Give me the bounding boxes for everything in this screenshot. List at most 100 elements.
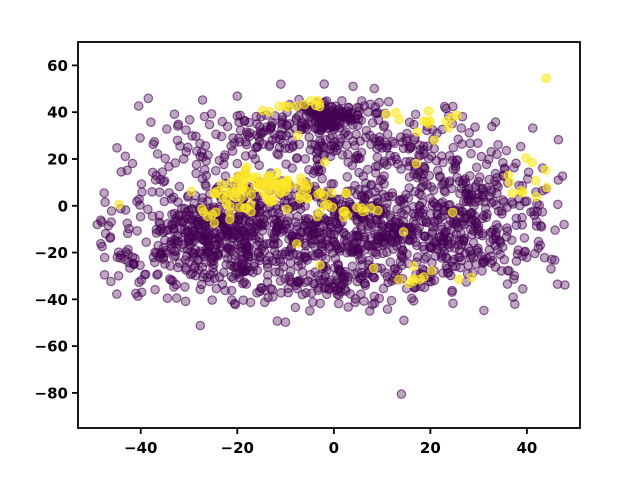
data-point (264, 140, 275, 150)
data-point (234, 171, 244, 181)
data-point (410, 109, 421, 120)
data-point (506, 235, 517, 245)
data-point (219, 184, 230, 195)
data-point (175, 141, 185, 151)
data-point (257, 225, 268, 236)
data-point (509, 162, 519, 173)
data-point (426, 265, 437, 276)
data-point (392, 204, 402, 215)
data-point (477, 228, 488, 239)
data-point (173, 197, 183, 207)
data-point (351, 154, 361, 164)
data-point (158, 227, 169, 238)
data-point (536, 222, 547, 232)
data-point (553, 134, 564, 145)
data-point (482, 253, 492, 264)
data-point (304, 132, 314, 143)
data-point (382, 198, 392, 209)
data-point (550, 225, 560, 235)
data-point (292, 153, 302, 163)
data-point (406, 293, 417, 304)
data-point (248, 172, 258, 183)
data-point (398, 227, 409, 237)
data-point (173, 121, 183, 131)
data-point (251, 130, 262, 140)
data-point (197, 204, 207, 214)
data-point (292, 130, 303, 141)
data-point (520, 246, 531, 257)
data-point (310, 100, 321, 111)
data-point (473, 221, 484, 232)
data-point (341, 188, 351, 199)
data-point (454, 203, 464, 213)
data-point (287, 142, 298, 152)
data-point (419, 254, 430, 264)
data-point (113, 270, 124, 281)
data-point (240, 216, 251, 227)
data-point (412, 240, 422, 251)
data-point (363, 107, 373, 117)
data-point (308, 168, 319, 179)
data-point (280, 317, 291, 327)
data-point (363, 223, 373, 234)
x-tick-label: 20 (420, 439, 441, 457)
data-point (502, 223, 512, 233)
data-point (112, 252, 123, 263)
purple-points (92, 79, 570, 399)
x-tick-label: 40 (516, 439, 537, 457)
data-point (338, 206, 348, 217)
y-tick-label: 20 (47, 150, 68, 168)
data-point (380, 267, 390, 278)
data-point (255, 218, 266, 229)
data-point (386, 156, 397, 166)
data-point (124, 223, 134, 234)
data-point (182, 207, 192, 217)
x-tick-label: 0 (329, 439, 339, 457)
data-point (295, 190, 305, 201)
data-point (122, 165, 132, 176)
data-point (521, 153, 531, 163)
data-point (167, 276, 178, 286)
data-point (203, 150, 213, 160)
data-point (496, 206, 507, 216)
data-point (369, 291, 380, 302)
data-point (490, 117, 501, 127)
data-point (356, 222, 366, 232)
data-point (259, 297, 270, 308)
data-point (383, 96, 394, 107)
data-point (106, 276, 116, 287)
data-point (215, 229, 225, 239)
data-point (136, 275, 147, 285)
data-point (382, 129, 393, 139)
data-point (515, 141, 526, 152)
data-point (425, 193, 435, 204)
data-point (513, 245, 524, 255)
data-point (418, 116, 429, 126)
data-point (307, 297, 318, 307)
data-point (313, 166, 324, 177)
data-point (281, 204, 292, 215)
data-point (437, 211, 448, 221)
data-point (396, 164, 406, 174)
data-point (120, 151, 131, 162)
data-point (377, 174, 387, 185)
data-point (348, 81, 358, 92)
data-point (238, 225, 248, 235)
data-point (367, 299, 378, 310)
data-point (522, 174, 533, 184)
data-point (112, 289, 122, 299)
data-point (326, 188, 337, 198)
data-point (457, 139, 467, 149)
data-point (245, 297, 256, 308)
data-point (300, 181, 311, 192)
data-point (444, 151, 455, 161)
data-point (533, 236, 544, 247)
data-point (248, 230, 258, 241)
data-point (508, 292, 518, 302)
data-point (217, 116, 228, 127)
data-point (456, 123, 467, 133)
data-point (445, 270, 456, 281)
data-point (143, 204, 153, 215)
data-point (359, 296, 369, 306)
data-point (221, 259, 231, 270)
